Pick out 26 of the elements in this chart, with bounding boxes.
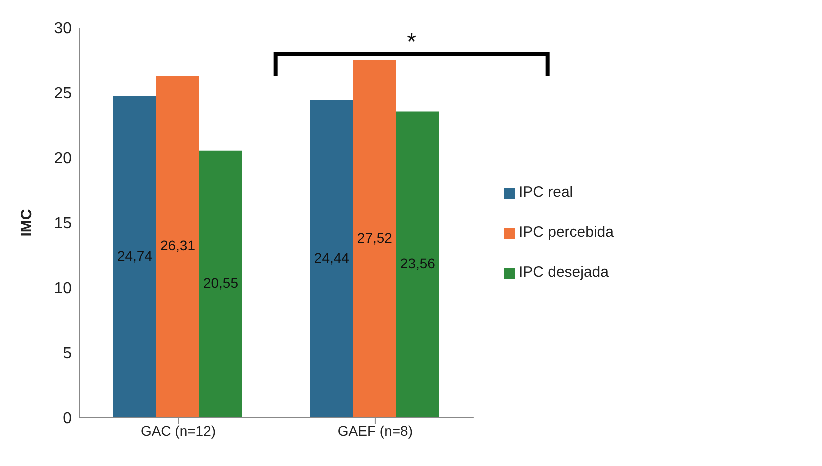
legend-label: IPC desejada: [518, 264, 609, 281]
bar: [310, 100, 354, 418]
bar: [396, 112, 440, 418]
data-label: 27,52: [357, 230, 393, 246]
bar: [113, 96, 156, 418]
y-tick-label: 5: [63, 346, 72, 363]
annotation: *: [407, 29, 417, 56]
data-label: 24,74: [117, 248, 153, 264]
data-label: 23,56: [400, 256, 436, 272]
y-tick-label: 0: [63, 410, 72, 428]
y-axis-title: IMC: [18, 209, 36, 237]
y-tick-label: 20: [54, 150, 72, 168]
y-tick-label: 15: [54, 216, 72, 233]
data-label: 26,31: [160, 238, 196, 254]
legend-label: IPC percebida: [518, 224, 614, 241]
bar: [353, 60, 396, 418]
bar: [156, 76, 200, 418]
x-tick-label: GAC (n=12): [140, 422, 216, 439]
bar: [199, 150, 242, 418]
data-label: 20,55: [203, 275, 239, 292]
legend-label: IPC real: [518, 184, 574, 201]
y-tick-label: 10: [54, 280, 72, 298]
y-tick-label: 25: [54, 86, 72, 103]
data-label: 24,44: [314, 250, 350, 266]
y-tick-label: 30: [54, 20, 72, 38]
x-tick-label: GAEF (n=8): [338, 422, 413, 439]
